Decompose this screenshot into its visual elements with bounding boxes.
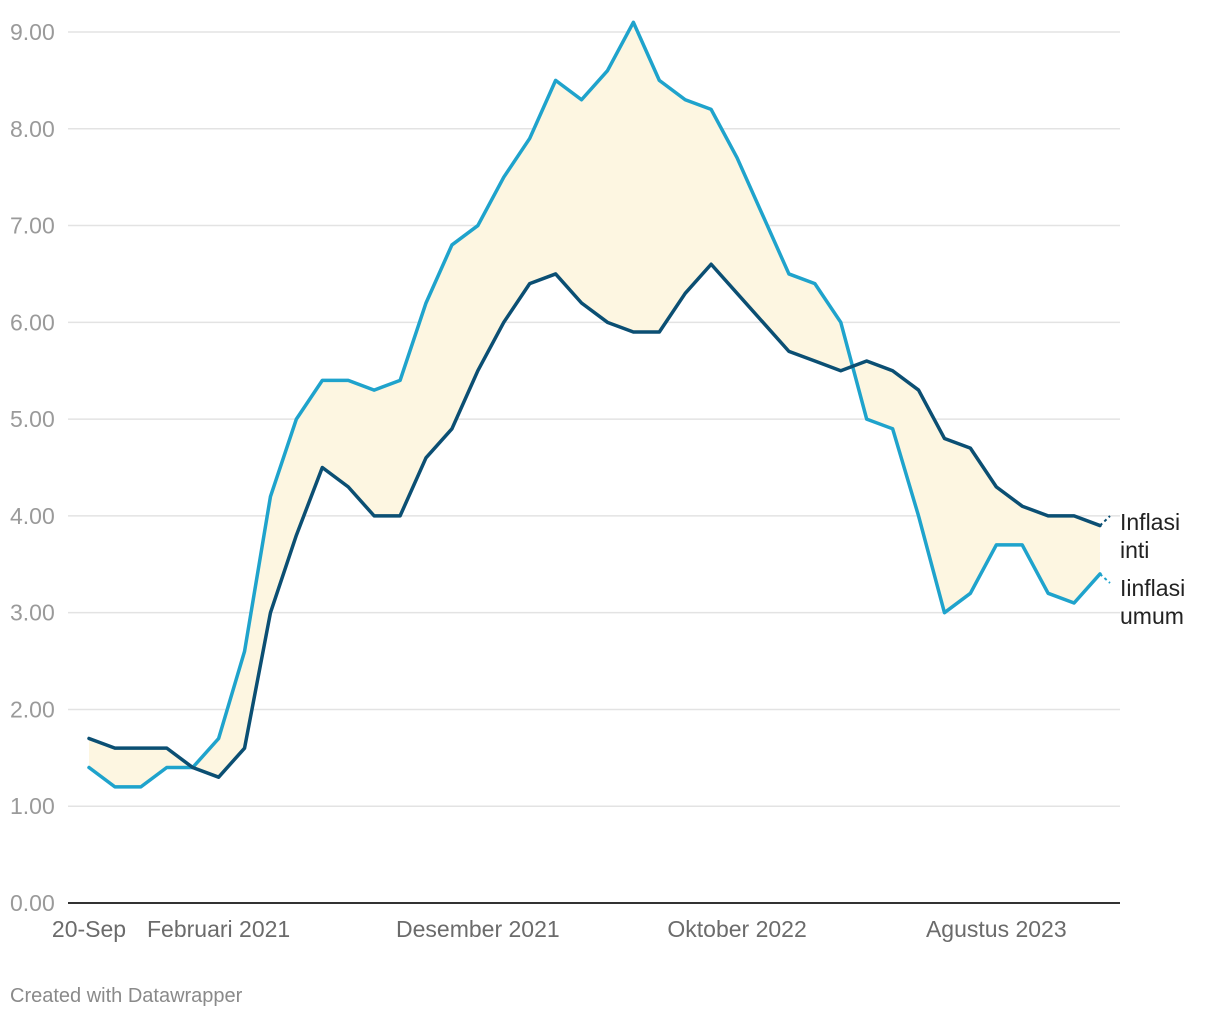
label-connector-inti: [1099, 515, 1111, 527]
series-label-umum-line2: umum: [1120, 603, 1184, 629]
y-tick-label: 9.00: [10, 19, 55, 45]
y-tick-label: 0.00: [10, 890, 55, 916]
series-label-inti-line2: inti: [1120, 537, 1149, 563]
y-tick-label: 5.00: [10, 406, 55, 432]
y-tick-label: 3.00: [10, 600, 55, 626]
y-axis-tick-labels: 0.00 1.00 2.00 3.00 4.00 5.00 6.00 7.00 8.00 9.00: [10, 19, 55, 916]
y-tick-label: 8.00: [10, 116, 55, 142]
series-label-inti-line1: Inflasi: [1120, 509, 1180, 535]
y-tick-label: 4.00: [10, 503, 55, 529]
x-tick-label: Desember 2021: [396, 916, 560, 942]
x-tick-label: Agustus 2023: [926, 916, 1067, 942]
x-tick-label: Oktober 2022: [667, 916, 806, 942]
y-tick-label: 1.00: [10, 793, 55, 819]
label-connector-umum: [1099, 573, 1111, 584]
y-tick-label: 6.00: [10, 309, 55, 335]
area-between-series: [89, 22, 1100, 787]
y-tick-label: 2.00: [10, 696, 55, 722]
series-label-umum-line1: Iinflasi: [1120, 575, 1185, 601]
x-axis-tick-labels: 20-Sep Februari 2021 Desember 2021 Oktober …: [52, 916, 1067, 942]
x-tick-label: 20-Sep: [52, 916, 126, 942]
series-line-inflasi-inti: [87, 262, 1102, 779]
series-line-inflasi-umum: [87, 20, 1102, 789]
datawrapper-credit: Created with Datawrapper: [10, 985, 243, 1007]
line-chart: 0.00 1.00 2.00 3.00 4.00 5.00 6.00 7.00 8.00 9.00…: [10, 19, 1185, 942]
series-lines: [87, 20, 1102, 789]
y-tick-label: 7.00: [10, 213, 55, 239]
x-tick-label: Februari 2021: [147, 916, 290, 942]
